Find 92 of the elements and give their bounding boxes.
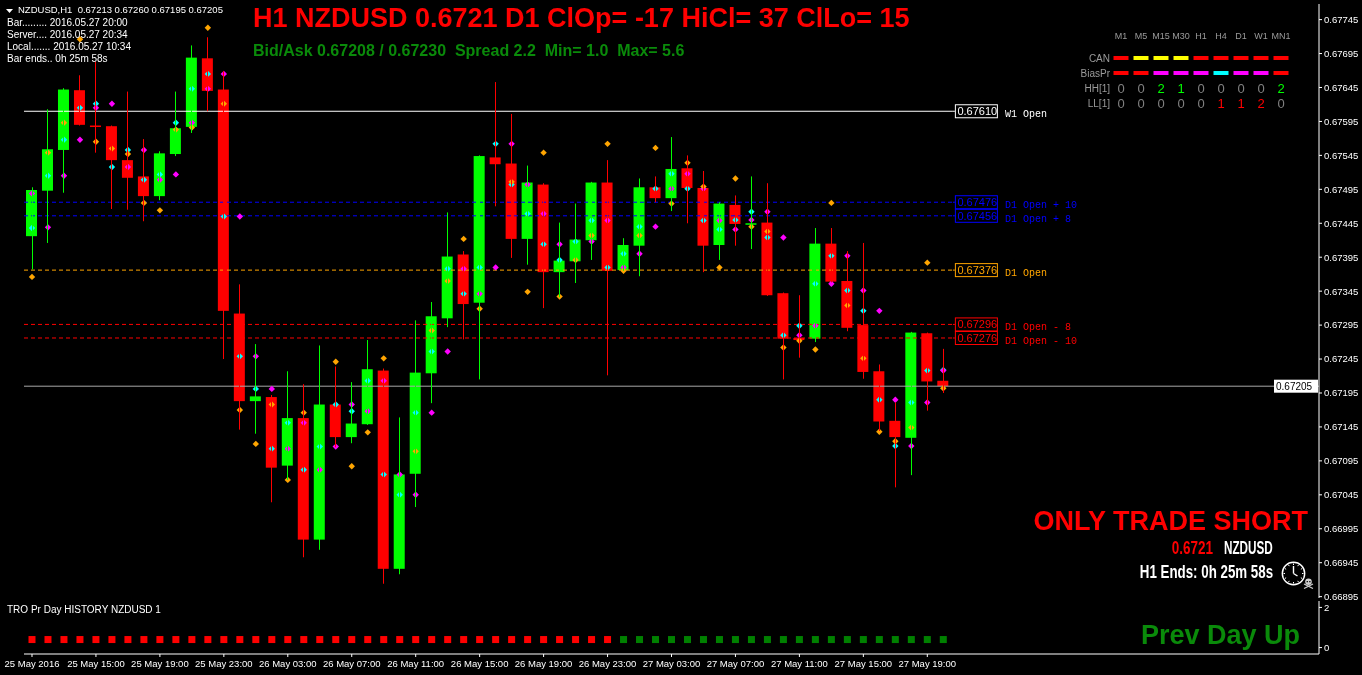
x-tick-label: 25 May 15:00: [67, 658, 125, 669]
annotation: NZDUSD: [1224, 538, 1273, 558]
ref-line-label: D1 Open - 8: [1004, 322, 1071, 334]
data-label: 0: [1237, 81, 1245, 96]
data-label: 0: [1197, 96, 1205, 111]
category-label: H4: [1215, 31, 1227, 41]
category-label: D1: [1235, 31, 1247, 41]
y-tick-label: 0.67045: [1324, 489, 1359, 501]
ref-line-label: D1 Open + 8: [1004, 213, 1071, 225]
ref-line-label: D1 Open: [1004, 268, 1047, 280]
chart-title: TRO Pr Day HISTORY NZDUSD 1: [7, 604, 161, 615]
data-label: 0: [1177, 96, 1185, 111]
text: Bid/Ask 0.67208 / 0.67230 Spread 2.2 Min= 1.0 Max= 5.6: [253, 42, 685, 59]
annotation: Bar......... 2016.05.27 20:00: [7, 17, 128, 28]
annotation: 0.67296: [957, 318, 998, 331]
category-label: M5: [1134, 31, 1148, 41]
annotation: ONLY TRADE SHORT: [1033, 506, 1308, 536]
y-tick-label: 0.67695: [1324, 47, 1359, 59]
annotation: 0.67456: [957, 209, 998, 222]
y-tick-label: 0.67445: [1324, 217, 1359, 229]
x-tick-label: 26 May 11:00: [387, 658, 445, 669]
data-label: 0: [1137, 96, 1145, 111]
data-label: 2: [1277, 81, 1285, 96]
x-tick-label: 27 May 07:00: [706, 658, 765, 669]
chart-title: H1 NZDUSD 0.6721 D1 ClOp= -17 HiCl= 37 ClLo= 15: [253, 3, 910, 33]
x-tick-label: 27 May 15:00: [834, 658, 893, 669]
x-tick-label: 27 May 03:00: [642, 658, 701, 669]
annotation: Local....... 2016.05.27 10:34: [7, 41, 131, 52]
annotation: 0.6721: [1171, 538, 1213, 558]
y-tick-label: 0.67645: [1324, 81, 1359, 93]
data-label: 2: [1157, 81, 1165, 96]
x-tick-label: 25 May 2016: [4, 658, 60, 669]
y-tick-label: 0.67395: [1324, 251, 1359, 263]
data-label: 1: [1217, 96, 1225, 111]
annotation: Server.... 2016.05.27 20:34: [7, 29, 128, 40]
y-tick-label: 2: [1324, 601, 1330, 613]
x-tick-label: 26 May 07:00: [322, 658, 381, 669]
annotation: Prev Day Up: [1140, 620, 1300, 650]
data-label: 0: [1117, 96, 1125, 111]
data-label: 0: [1117, 81, 1125, 96]
data-label: 0: [1197, 81, 1205, 96]
x-tick-label: 26 May 19:00: [514, 658, 573, 669]
x-tick-label: 25 May 23:00: [195, 658, 253, 669]
text: HH[1]: [1084, 83, 1111, 94]
y-tick-label: 0.67295: [1324, 319, 1359, 331]
category-label: W1: [1254, 31, 1268, 41]
y-tick-label: 0.67495: [1324, 183, 1359, 195]
legend-label: BiasPr: [1080, 68, 1111, 79]
category-label: M1: [1114, 31, 1128, 41]
x-tick-label: 25 May 19:00: [131, 658, 189, 669]
y-tick-label: 0.67145: [1324, 421, 1359, 433]
y-tick-label: 0.67745: [1324, 13, 1359, 25]
data-label: 0: [1217, 81, 1225, 96]
x-tick-label: 27 May 19:00: [898, 658, 957, 669]
x-tick-label: 26 May 03:00: [259, 658, 317, 669]
category-label: M15: [1152, 31, 1170, 41]
y-tick-label: 0.67245: [1324, 353, 1359, 365]
ref-line-label: D1 Open - 10: [1004, 336, 1077, 347]
y-tick-label: 0.66995: [1324, 523, 1359, 535]
text: LL[1]: [1087, 98, 1111, 109]
annotation: 0.67276: [957, 332, 998, 344]
y-tick-label: 0.66895: [1324, 591, 1359, 603]
ref-line-label: W1 Open: [1004, 109, 1047, 121]
annotation: Bar ends.. 0h 25m 58s: [7, 53, 108, 64]
data-label: 2: [1257, 96, 1265, 111]
y-tick-label: 0.67345: [1324, 285, 1359, 297]
annotation: 0.67610: [957, 105, 998, 118]
x-tick-label: 26 May 15:00: [450, 658, 509, 669]
y-tick-label: 0.67095: [1324, 455, 1359, 467]
annotation: NZDUSD,H1 0.67213 0.67260 0.67195 0.67205: [18, 4, 223, 15]
category-label: H1: [1195, 31, 1207, 41]
category-label: M30: [1172, 31, 1190, 41]
y-tick-label: 0.67595: [1324, 115, 1359, 127]
y-tick-label: 0.66945: [1324, 557, 1359, 569]
annotation: 0.67205: [1276, 381, 1313, 393]
ref-line-label: D1 Open + 10: [1004, 200, 1077, 212]
y-tick-label: 0.67545: [1324, 149, 1359, 161]
x-tick-label: 26 May 23:00: [578, 658, 637, 669]
annotation: 0.67376: [957, 264, 998, 277]
data-label: 0: [1277, 96, 1285, 111]
x-tick-label: 27 May 11:00: [770, 658, 828, 669]
legend-label: CAN: [1088, 53, 1110, 64]
annotation: 0.67476: [957, 196, 998, 209]
annotation: H1 Ends: 0h 25m 58s: [1139, 562, 1273, 582]
data-label: 0: [1137, 81, 1145, 96]
data-label: 0: [1257, 81, 1265, 96]
data-label: 0: [1157, 96, 1165, 111]
data-label: 1: [1237, 96, 1245, 111]
data-label: 1: [1177, 81, 1185, 96]
y-tick-label: 0.67195: [1324, 387, 1359, 399]
y-tick-label: 0: [1324, 641, 1330, 653]
category-label: MN1: [1271, 31, 1291, 41]
